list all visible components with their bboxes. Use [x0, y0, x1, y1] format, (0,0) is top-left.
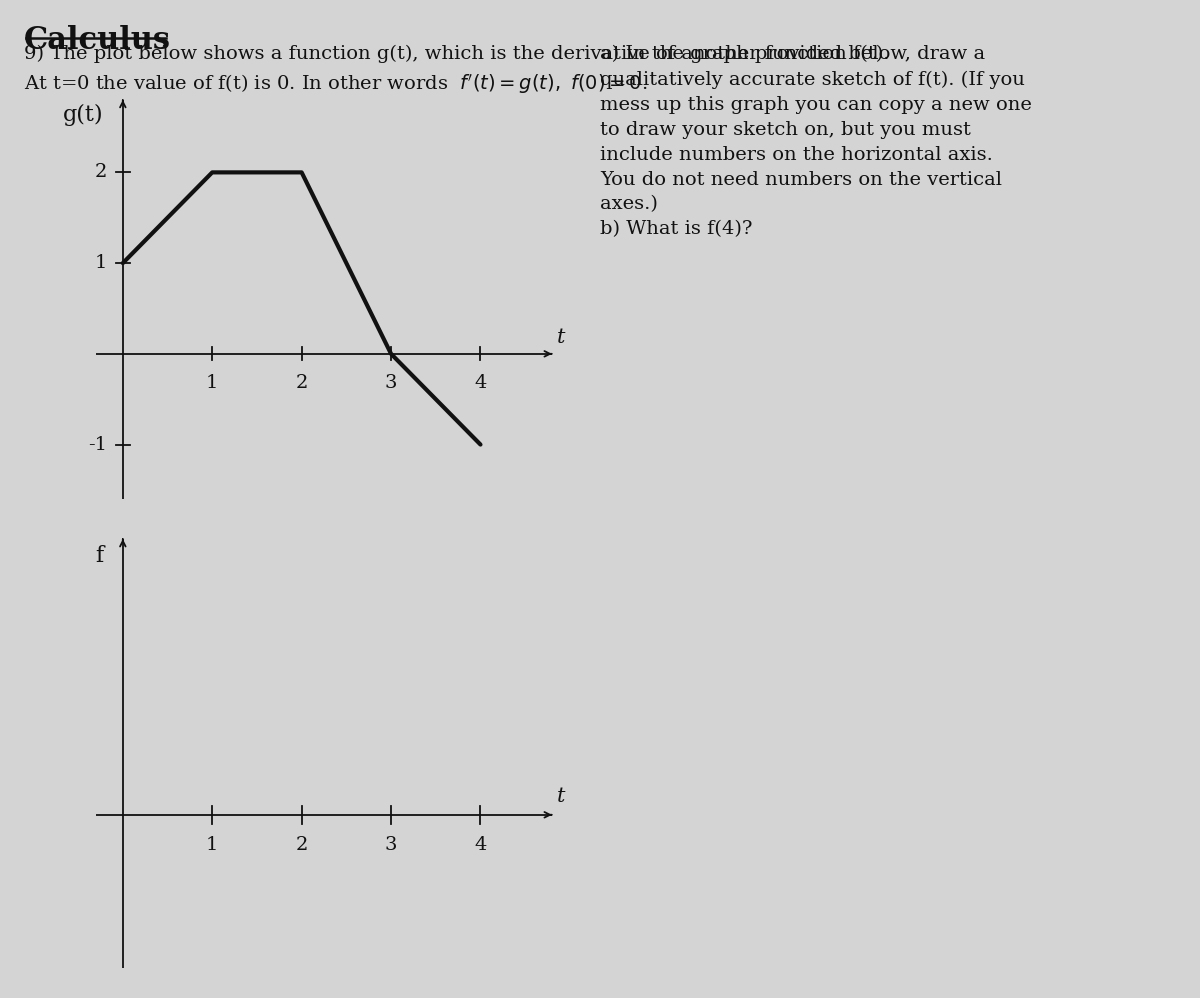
Text: Calculus: Calculus [24, 25, 172, 56]
Text: 9) The plot below shows a function g(t), which is the derivative of another func: 9) The plot below shows a function g(t),… [24, 45, 889, 63]
Text: 3: 3 [385, 374, 397, 392]
Text: t: t [557, 786, 565, 805]
Text: a) In the graph provided below, draw a
qualitatively accurate sketch of f(t). (I: a) In the graph provided below, draw a q… [600, 45, 1032, 239]
Text: 4: 4 [474, 374, 487, 392]
Text: f: f [95, 545, 103, 567]
Text: At t=0 the value of f(t) is 0. In other words  $f'(t) = g(t),\ f(0) = 0$.: At t=0 the value of f(t) is 0. In other … [24, 72, 648, 96]
Text: -1: -1 [88, 435, 107, 453]
Text: g(t): g(t) [62, 105, 103, 127]
Text: t: t [557, 327, 565, 346]
Text: 1: 1 [206, 836, 218, 854]
Text: 1: 1 [206, 374, 218, 392]
Text: 2: 2 [295, 836, 308, 854]
Text: 3: 3 [385, 836, 397, 854]
Text: 1: 1 [95, 254, 107, 272]
Text: 4: 4 [474, 836, 487, 854]
Text: 2: 2 [95, 164, 107, 182]
Text: 2: 2 [295, 374, 308, 392]
